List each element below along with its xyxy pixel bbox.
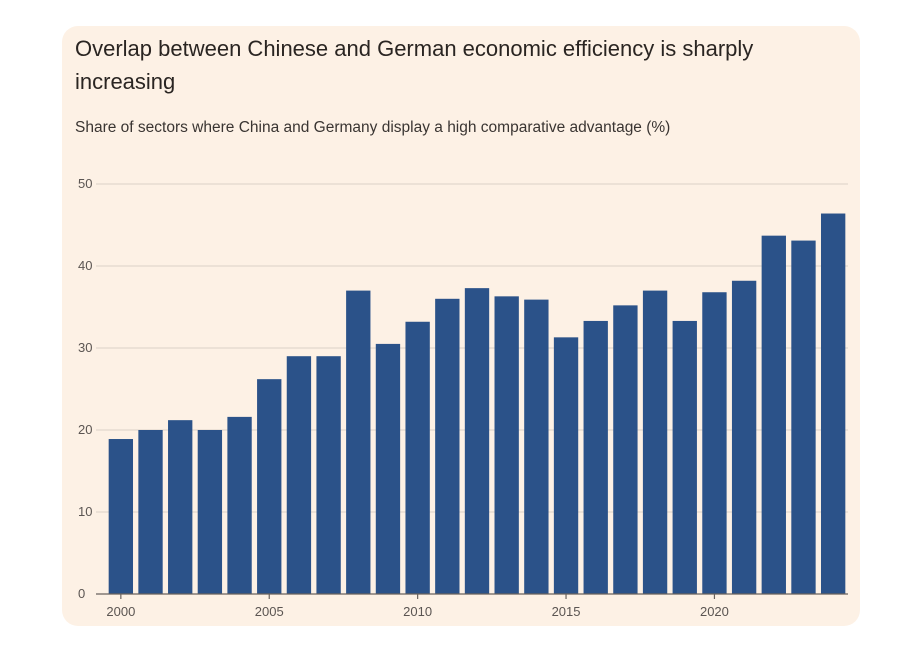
bar-2002 [168,420,193,594]
x-tick-label: 2005 [255,604,284,619]
bar-2021 [731,280,757,594]
bar-2011 [435,298,460,594]
y-tick-label: 50 [78,176,92,191]
bar-2004 [227,416,252,594]
bar-chart: 0 10 20 30 40 50 2000 2005 2010 2015 2020 [78,176,848,619]
x-tick-label: 2015 [552,604,581,619]
bar-2015 [553,337,579,594]
bar-2018 [642,290,668,594]
bar-2009 [375,343,401,594]
bar-2022 [761,235,786,594]
bar-2007 [316,356,341,594]
bar-2006 [286,356,312,594]
bar-2020 [702,292,727,594]
bar-2019 [672,320,697,594]
y-tick-label: 0 [78,586,85,601]
bar-2005 [257,379,282,594]
bar-2010 [405,321,430,594]
bar-2000 [108,439,134,594]
bar-2014 [524,299,549,594]
bar-2017 [613,305,638,594]
bar-2016 [583,320,608,594]
y-tick-label: 20 [78,422,92,437]
y-tick-label: 10 [78,504,92,519]
bar-2003 [197,430,223,594]
bar-2023 [791,240,816,594]
bar-2013 [494,296,519,594]
bar-2024 [820,213,846,594]
x-tick-label: 2010 [403,604,432,619]
bar-2008 [346,290,371,594]
y-tick-label: 40 [78,258,92,273]
x-tick-label: 2020 [700,604,729,619]
x-tick-label: 2000 [106,604,135,619]
chart-title: Overlap between Chinese and German econo… [75,36,754,94]
y-tick-label: 30 [78,340,92,355]
bar-2001 [138,430,163,594]
chart-card: Overlap between Chinese and German econo… [62,26,860,626]
chart-subtitle: Share of sectors where China and Germany… [75,119,671,136]
bar-2012 [464,288,490,594]
